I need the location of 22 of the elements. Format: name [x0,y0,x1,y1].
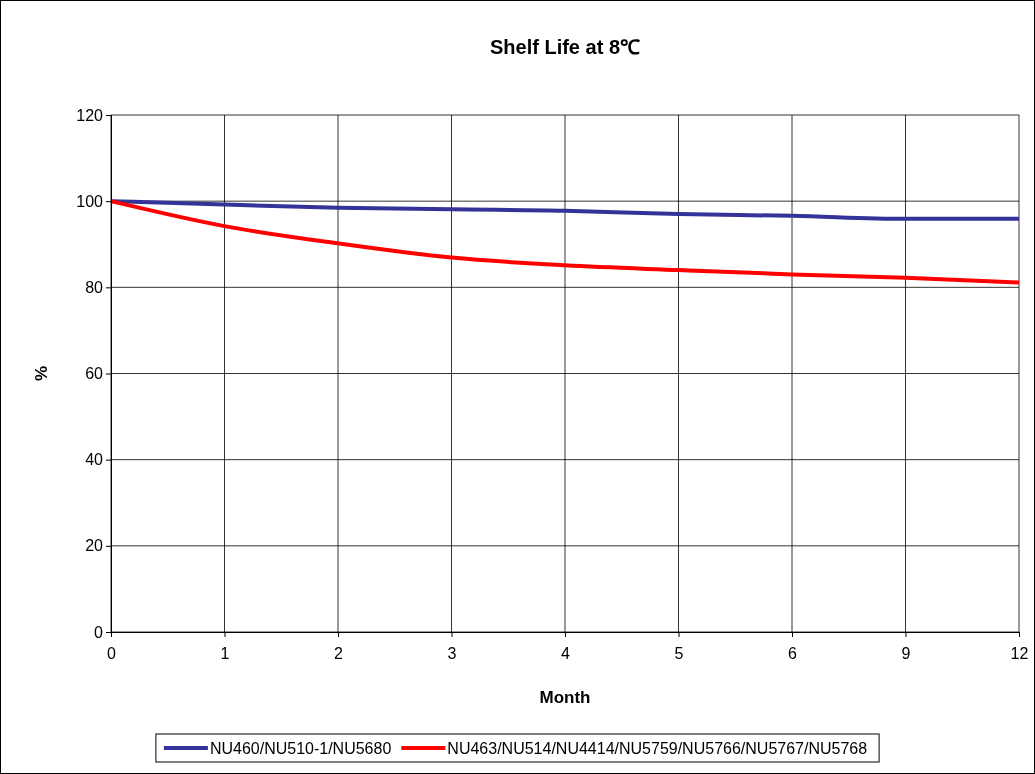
x-axis-title: Month [539,688,591,707]
x-tick-label: 2 [334,645,344,663]
y-tick-label: 100 [76,192,104,210]
y-tick-label: 80 [85,278,104,296]
line-series [109,199,1021,285]
legend-label: NU463/NU514/NU4414/NU5759/NU5766/NU5767/NU5768 [447,740,868,757]
y-tick-label: 60 [85,365,104,383]
x-tick-label: 3 [447,645,457,663]
x-tick-label: 4 [561,645,571,663]
legend-label: NU460/NU510-1/NU5680 [209,740,392,757]
x-tick-label: 6 [788,645,798,663]
x-tick-label: 5 [674,645,684,663]
y-tick-label: 0 [94,623,104,641]
y-tick-label: 120 [76,106,104,124]
x-tick-label: 12 [1010,645,1029,663]
y-tick-label: 20 [85,537,104,555]
x-tick-label: 1 [220,645,230,663]
x-tick-label: 0 [107,645,117,663]
y-axis-title: % [32,365,51,382]
y-tick-label: 40 [85,451,104,469]
chart-title: Shelf Life at 8℃ [489,36,641,58]
x-tick-label: 9 [901,645,911,663]
